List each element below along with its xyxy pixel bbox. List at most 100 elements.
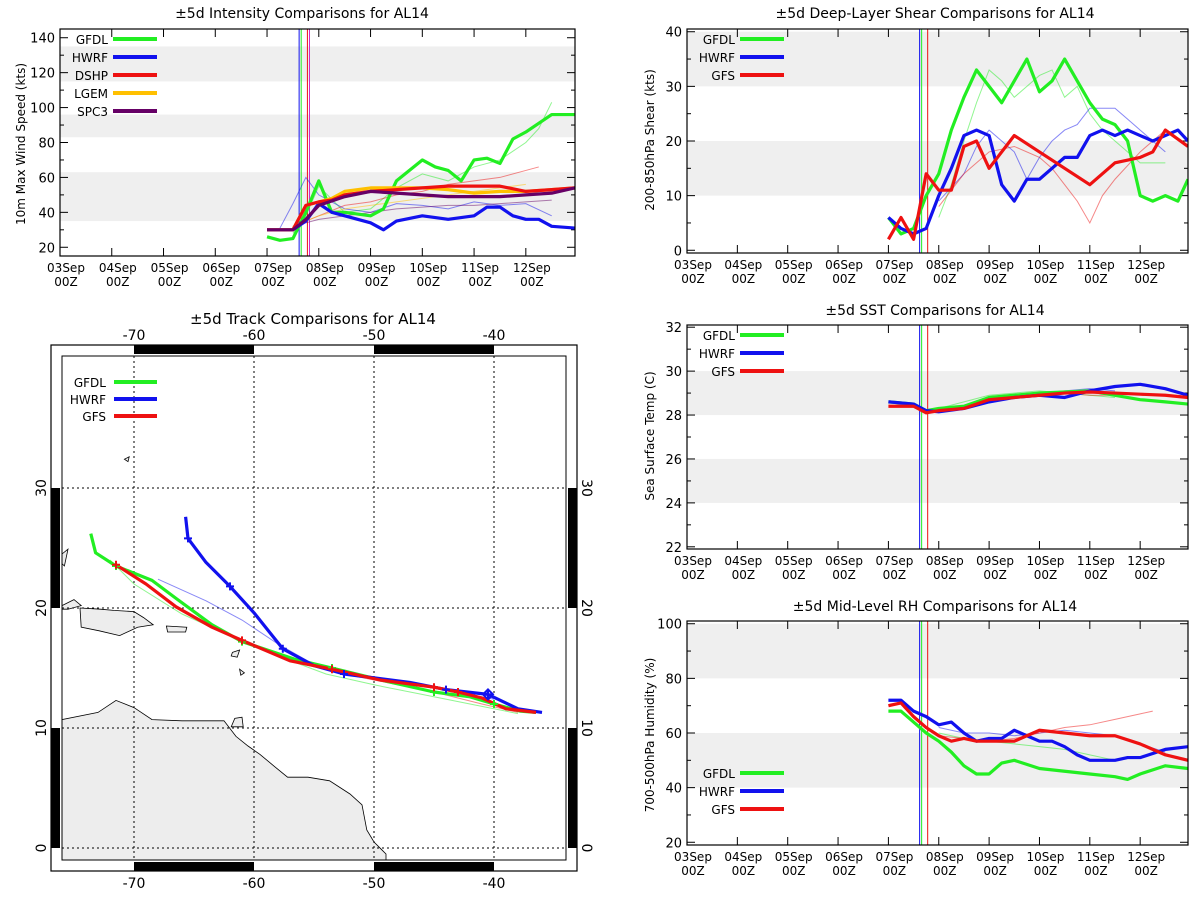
map-position-marker-gfs [454, 688, 462, 696]
intensity-frame [59, 28, 576, 257]
rh-xtick-hour: 00Z [1084, 864, 1108, 878]
sst-ytick-label: 28 [665, 409, 682, 424]
rh-xtick-hour: 00Z [782, 864, 806, 878]
shear-ghost-hwrf [938, 107, 1166, 202]
map-position-marker-hwrf [226, 582, 234, 591]
track-panel: ±5d Track Comparisons for AL14 [190, 310, 436, 328]
sst-xtick-hour: 00Z [883, 568, 907, 582]
rh-title: ±5d Mid-Level RH Comparisons for AL14 [793, 599, 1078, 615]
sst-plot: 22242628303203Sep00Z04Sep00Z05Sep00Z06Se… [665, 321, 1189, 582]
sst-ylabel: Sea Surface Temp (C) [643, 371, 657, 500]
rh-xtick-date: 05Sep [775, 850, 813, 864]
sst-xtick-hour: 00Z [1034, 568, 1058, 582]
shear-xtick-hour: 00Z [933, 272, 957, 286]
intensity-ghost-spc3 [292, 199, 552, 227]
shear-panel: ±5d Deep-Layer Shear Comparisons for AL1… [643, 6, 1095, 211]
map-lat-label-left: 0 [34, 844, 50, 853]
shear-ylabel: 200-850hPa Shear (kts) [643, 69, 657, 211]
map-position-marker-hwrf [340, 670, 348, 678]
sst-series-gfs [888, 390, 1188, 415]
map-scale-bar-bottom [134, 862, 254, 871]
intensity-xtick-date: 10Sep [409, 261, 447, 275]
rh-xtick-date: 04Sep [724, 850, 762, 864]
rh-xtick-date: 06Sep [825, 850, 863, 864]
intensity-title: ±5d Intensity Comparisons for AL14 [175, 6, 429, 22]
small-island [123, 456, 130, 463]
intensity-ytick-label: 80 [38, 137, 55, 152]
intensity-xtick-date: 11Sep [461, 261, 499, 275]
map-position-marker-hwrf [484, 690, 492, 699]
map-lon-label-top: -40 [483, 328, 506, 344]
intensity-ytick-label: 100 [30, 102, 55, 117]
map-position-marker-hwrf [184, 534, 192, 543]
map-position-marker-gfs [430, 683, 438, 692]
rh-shade-band [687, 623, 1188, 679]
map-scale-bar-left [51, 728, 60, 848]
rh-xtick-date: 12Sep [1127, 850, 1165, 864]
intensity-xtick-hour: 00Z [468, 275, 492, 289]
intensity-xtick-hour: 00Z [54, 275, 78, 289]
intensity-series-gfdl [266, 112, 575, 242]
map-lat-label-left: 10 [34, 719, 50, 737]
map-position-marker-gfdl [490, 700, 498, 708]
shear-xtick-hour: 00Z [983, 272, 1007, 286]
intensity-xtick-hour: 00Z [313, 275, 337, 289]
track-map: -70 -70 -60 -60 -50 -50 -40 -40 0 0 10 10 20 20 30 30 GF… [34, 328, 594, 892]
sst-xtick-hour: 00Z [681, 568, 705, 582]
martinique-island [239, 668, 246, 676]
rh-xtick-hour: 00Z [1134, 864, 1158, 878]
sst-panel: ±5d SST Comparisons for AL14 Sea Surface… [643, 303, 1045, 501]
intensity-xtick-hour: 00Z [158, 275, 182, 289]
rh-ytick-label: 40 [665, 782, 682, 797]
sst-xtick-hour: 00Z [933, 568, 957, 582]
map-position-marker-gfs [238, 636, 246, 645]
shear-xtick-date: 12Sep [1127, 258, 1165, 272]
rh-xtick-hour: 00Z [681, 864, 705, 878]
intensity-xtick-date: 12Sep [513, 261, 551, 275]
intensity-ytick-label: 140 [30, 32, 55, 47]
guadeloupe-island [230, 649, 241, 658]
sst-xtick-date: 09Sep [976, 554, 1014, 568]
intensity-xtick-hour: 00Z [106, 275, 130, 289]
sst-xtick-hour: 00Z [1134, 568, 1158, 582]
map-lon-label-bottom: -70 [123, 876, 146, 892]
map-lat-label-right: 30 [578, 479, 594, 497]
shear-xtick-date: 04Sep [724, 258, 762, 272]
rh-plot: 2040608010003Sep00Z04Sep00Z05Sep00Z06Sep… [657, 618, 1189, 878]
sst-xtick-date: 03Sep [674, 554, 712, 568]
intensity-ytick-label: 40 [38, 206, 55, 221]
shear-title: ±5d Deep-Layer Shear Comparisons for AL1… [775, 6, 1094, 22]
shear-ytick-label: 20 [665, 135, 682, 150]
map-lat-label-left: 30 [34, 479, 50, 497]
rh-xtick-date: 07Sep [875, 850, 913, 864]
sst-xtick-hour: 00Z [983, 568, 1007, 582]
rh-xtick-date: 11Sep [1077, 850, 1115, 864]
sst-xtick-date: 04Sep [724, 554, 762, 568]
rh-xtick-hour: 00Z [1034, 864, 1058, 878]
sst-xtick-hour: 00Z [782, 568, 806, 582]
map-legend-label-hwrf: HWRF [70, 393, 106, 407]
intensity-series-hwrf [267, 202, 575, 232]
sst-ytick-label: 32 [665, 321, 682, 336]
sst-xtick-date: 06Sep [825, 554, 863, 568]
track-title: ±5d Track Comparisons for AL14 [190, 310, 436, 328]
sst-legend-label-hwrf: HWRF [699, 347, 735, 361]
rh-series-hwrf [888, 698, 1188, 762]
puerto-rico-island [165, 625, 188, 633]
intensity-legend-label-gfdl: GFDL [76, 33, 108, 47]
rh-xtick-date: 03Sep [674, 850, 712, 864]
intensity-ghost-dshp [292, 166, 539, 227]
rh-ytick-label: 80 [665, 672, 682, 687]
rh-xtick-date: 10Sep [1027, 850, 1065, 864]
shear-xtick-date: 10Sep [1027, 258, 1065, 272]
intensity-ytick-label: 120 [30, 67, 55, 82]
map-position-marker-gfs [112, 560, 120, 569]
rh-series-gfs [888, 701, 1188, 762]
rh-series-gfdl [888, 709, 1188, 782]
shear-xtick-date: 06Sep [825, 258, 863, 272]
rh-ytick-label: 60 [665, 727, 682, 742]
shear-xtick-date: 05Sep [775, 258, 813, 272]
sst-xtick-date: 07Sep [875, 554, 913, 568]
rh-legend-label-hwrf: HWRF [699, 785, 735, 799]
